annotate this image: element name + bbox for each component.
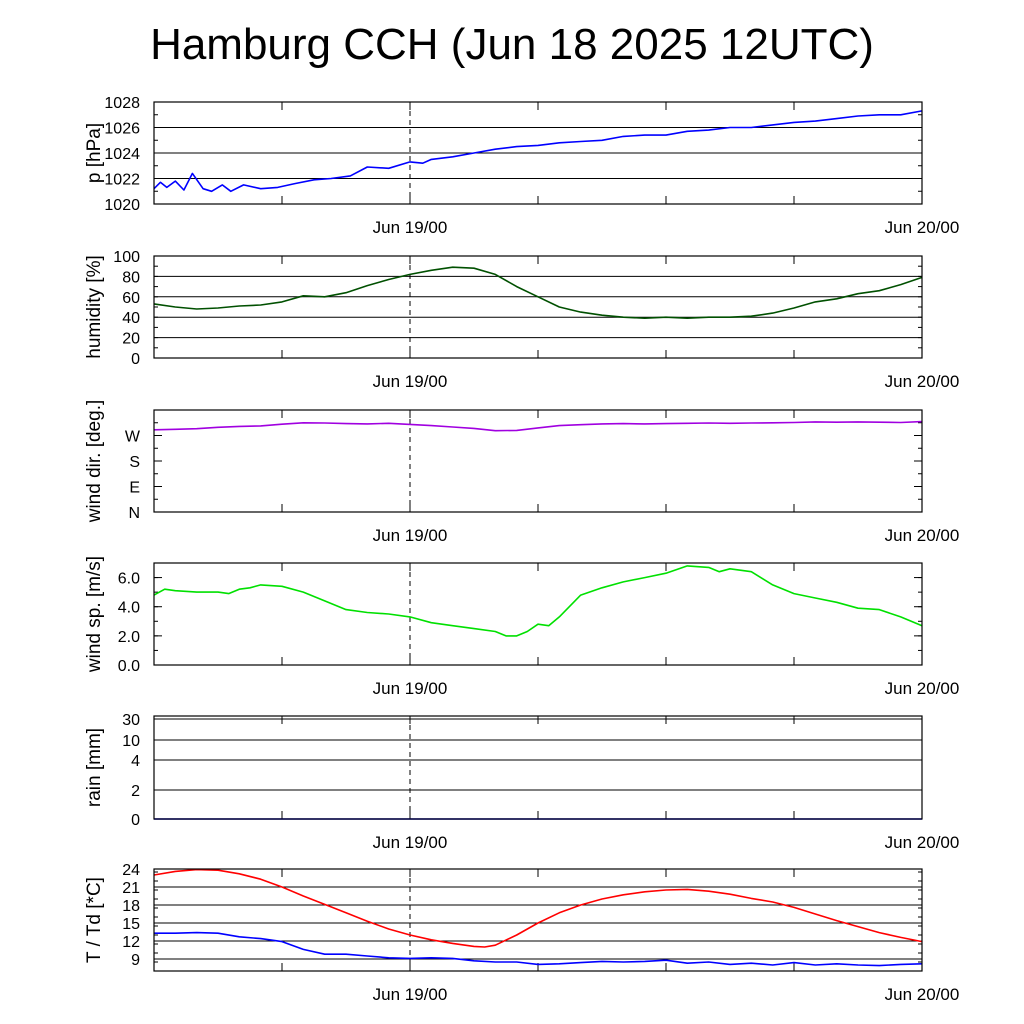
y-tick-label-5-2: 15	[122, 916, 140, 933]
x-tick-label-2-1: Jun 20/00	[885, 526, 960, 545]
chart-title: Hamburg CCH (Jun 18 2025 12UTC)	[150, 20, 874, 69]
x-tick-label-5-1: Jun 20/00	[885, 985, 960, 1004]
y-tick-label-3-0: 0.0	[118, 658, 140, 675]
y-tick-label-2-1: E	[129, 480, 140, 497]
panel-frame-0	[153, 101, 923, 205]
y-tick-label-0-1: 1022	[104, 172, 140, 189]
x-tick-label-2-0: Jun 19/00	[373, 526, 448, 545]
y-axis-label-2: wind dir. [deg.]	[84, 400, 105, 524]
y-tick-label-1-0: 0	[131, 351, 140, 368]
y-axis-label-5: T / Td [*C]	[84, 877, 105, 963]
panel-frame-5	[153, 868, 923, 972]
panel-frame-3	[153, 562, 923, 666]
panel-frame-2	[153, 409, 923, 513]
y-tick-label-0-2: 1024	[104, 146, 140, 163]
series-line-0-0	[153, 110, 923, 193]
x-tick-label-5-0: Jun 19/00	[373, 985, 448, 1004]
y-tick-label-0-3: 1026	[104, 121, 140, 138]
y-tick-label-3-3: 6.0	[118, 571, 140, 588]
x-tick-label-1-1: Jun 20/00	[885, 372, 960, 391]
y-tick-label-5-3: 18	[122, 898, 140, 915]
series-line-5-1	[154, 931, 923, 967]
y-tick-label-4-3: 10	[122, 733, 140, 750]
y-axis-label-1: humidity [%]	[84, 255, 105, 358]
y-axis-label-4: rain [mm]	[84, 728, 105, 807]
y-tick-label-4-1: 2	[131, 783, 140, 800]
y-tick-label-5-4: 21	[122, 880, 140, 897]
y-tick-label-0-4: 1028	[104, 95, 140, 112]
x-tick-label-1-0: Jun 19/00	[373, 372, 448, 391]
y-tick-label-2-2: S	[129, 454, 140, 471]
series-line-3-0	[153, 565, 923, 637]
y-tick-label-2-3: W	[125, 429, 141, 446]
y-tick-label-2-0: N	[128, 505, 140, 522]
y-tick-label-1-3: 60	[122, 290, 140, 307]
y-tick-label-1-4: 80	[122, 269, 140, 286]
y-tick-label-4-2: 4	[131, 753, 140, 770]
y-axis-label-0: p [hPa]	[84, 123, 105, 183]
y-tick-label-1-2: 40	[122, 310, 140, 327]
x-tick-label-4-0: Jun 19/00	[373, 833, 448, 852]
panel-frame-1	[153, 255, 923, 359]
y-axis-label-3: wind sp. [m/s]	[84, 556, 105, 673]
x-tick-label-4-1: Jun 20/00	[885, 833, 960, 852]
x-tick-label-3-0: Jun 19/00	[373, 679, 448, 698]
panel-frame-4	[153, 715, 923, 820]
y-tick-label-5-5: 24	[122, 862, 140, 879]
series-line-5-0	[153, 868, 923, 948]
y-tick-label-1-5: 100	[113, 249, 140, 266]
y-tick-label-4-0: 0	[131, 812, 140, 829]
y-tick-label-1-1: 20	[122, 331, 140, 348]
y-tick-label-3-1: 2.0	[118, 629, 140, 646]
x-tick-label-0-0: Jun 19/00	[373, 218, 448, 237]
y-tick-label-5-1: 12	[122, 934, 140, 951]
y-tick-label-4-4: 30	[122, 712, 140, 729]
series-line-1-0	[153, 266, 923, 320]
y-tick-label-0-0: 1020	[104, 197, 140, 214]
series-line-2-0	[153, 420, 923, 432]
x-tick-label-0-1: Jun 20/00	[885, 218, 960, 237]
x-tick-label-3-1: Jun 20/00	[885, 679, 960, 698]
y-tick-label-5-0: 9	[131, 952, 140, 969]
y-tick-label-3-2: 4.0	[118, 600, 140, 617]
